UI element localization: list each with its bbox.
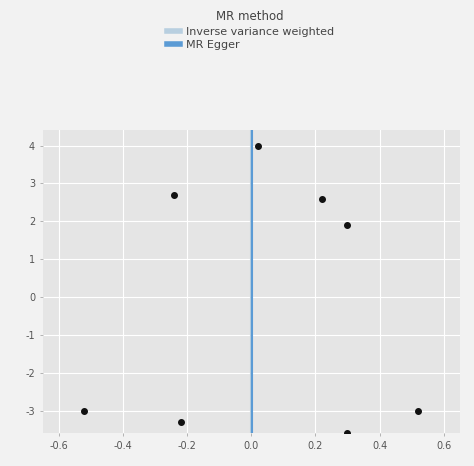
Point: [254, 142, 262, 149]
Legend: Inverse variance weighted, MR Egger: Inverse variance weighted, MR Egger: [167, 10, 334, 50]
Point: [81, 407, 88, 414]
Point: [414, 407, 422, 414]
Point: [177, 418, 184, 426]
Point: [344, 221, 351, 229]
Point: [318, 195, 326, 202]
Point: [344, 430, 351, 437]
Point: [171, 191, 178, 199]
